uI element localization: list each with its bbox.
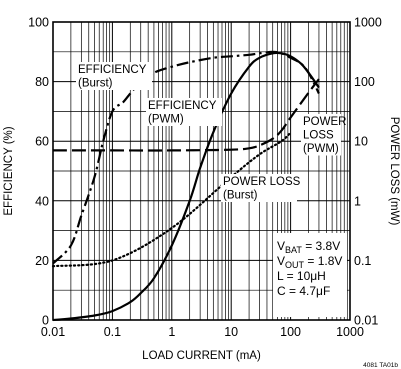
condition-subscript: OUT xyxy=(285,260,305,270)
x-tick-label: 0.1 xyxy=(104,325,121,339)
annotation-label: EFFICIENCY xyxy=(148,100,217,112)
condition-main: V xyxy=(277,239,285,253)
y-right-tick-label: 0.01 xyxy=(354,314,378,328)
annotation-background xyxy=(221,174,297,202)
x-axis-label: LOAD CURRENT (mA) xyxy=(142,350,261,362)
annotation-background xyxy=(76,62,152,90)
y-left-axis-label: EFFICIENCY (%) xyxy=(3,126,15,215)
y-right-tick-label: 100 xyxy=(354,75,375,89)
y-right-tick-label: 1000 xyxy=(354,16,382,30)
x-tick-label: 10 xyxy=(224,325,238,339)
y-left-tick-label: 40 xyxy=(35,194,49,208)
y-left-axis-ticks: 0 20 40 60 80 100 xyxy=(28,16,49,328)
condition-value: = 3.8V xyxy=(302,239,340,253)
y-right-axis-ticks: 0.01 0.1 1 10 100 1000 xyxy=(354,16,382,328)
condition-line: L = 10μH xyxy=(277,269,326,283)
x-tick-label: 1000 xyxy=(336,325,364,339)
series-layer xyxy=(51,50,320,322)
y-left-tick-label: 60 xyxy=(35,135,49,149)
plot-frame xyxy=(52,21,351,321)
condition-main: L = 10μH xyxy=(277,269,326,283)
annotation-label: (Burst) xyxy=(78,78,113,90)
annotation-label: (PWM) xyxy=(148,114,184,126)
y-left-tick-label: 100 xyxy=(28,16,49,30)
y-right-axis-label: POWER LOSS (mW) xyxy=(388,117,400,226)
annotation-label: EFFICIENCY xyxy=(78,64,147,76)
x-axis-ticks: 0.01 0.1 1 10 100 1000 xyxy=(41,325,364,339)
x-tick-label: 100 xyxy=(280,325,301,339)
condition-value: = 1.8V xyxy=(304,254,342,268)
annotations: EFFICIENCY (Burst) EFFICIENCY (PWM) POWER LOS… xyxy=(76,62,346,202)
x-tick-label: 1 xyxy=(168,325,175,339)
condition-line: C = 4.7μF xyxy=(277,284,330,298)
annotation-background xyxy=(146,98,222,126)
condition-line: VBAT = 3.8V xyxy=(277,239,340,255)
annotation-label: POWER xyxy=(303,116,346,128)
annotation-label: POWER LOSS xyxy=(223,176,301,188)
x-tick-label: 0.01 xyxy=(41,325,65,339)
series-line-power-loss-pwm xyxy=(52,78,320,152)
y-left-tick-label: 20 xyxy=(35,254,49,268)
y-right-tick-label: 1 xyxy=(354,194,361,208)
condition-main: C = 4.7μF xyxy=(277,284,330,298)
condition-subscript: BAT xyxy=(285,245,302,255)
y-right-tick-label: 0.1 xyxy=(354,254,371,268)
condition-main: V xyxy=(277,254,285,268)
y-left-tick-label: 80 xyxy=(35,75,49,89)
annotation-background xyxy=(301,114,341,156)
series-line-efficiency-burst xyxy=(52,50,320,265)
conditions-background xyxy=(273,233,347,317)
annotation-label: (PWM) xyxy=(303,143,339,155)
condition-line: VOUT = 1.8V xyxy=(277,254,342,270)
annotation-label: (Burst) xyxy=(223,190,258,202)
figure-id: 4081 TA01b xyxy=(363,362,398,369)
y-left-tick-label: 0 xyxy=(42,314,49,328)
y-right-tick-label: 10 xyxy=(354,135,368,149)
annotation-label: LOSS xyxy=(303,130,334,142)
